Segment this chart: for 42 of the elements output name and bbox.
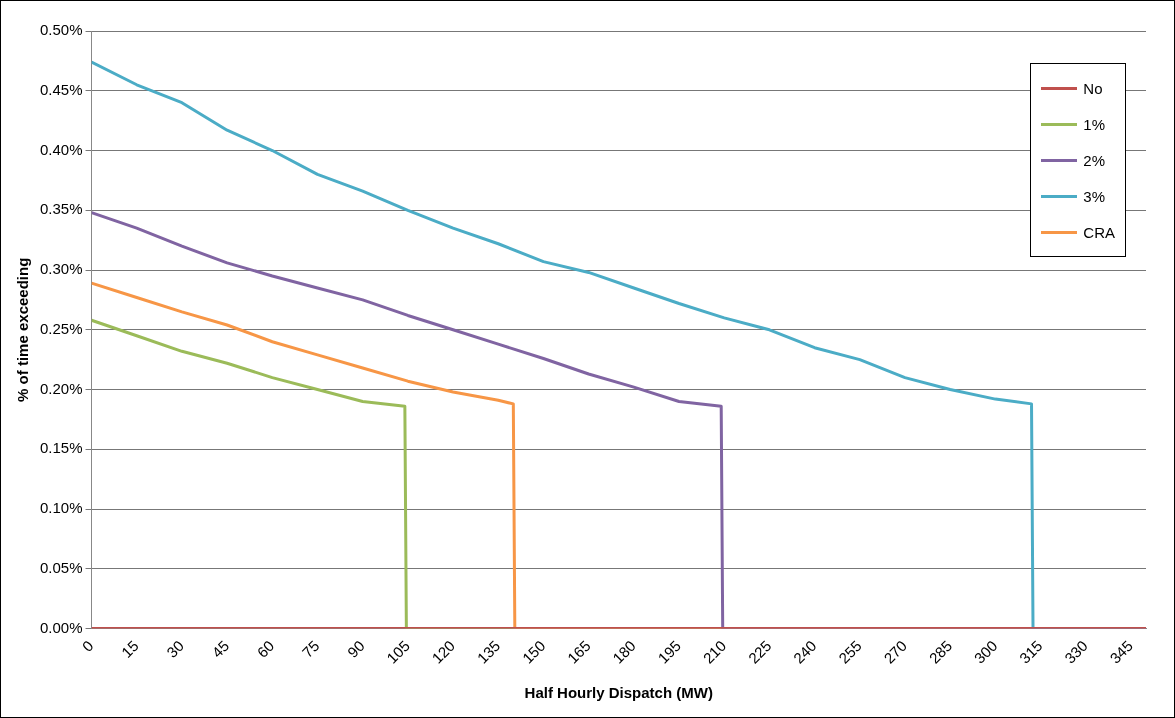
legend-label: No	[1083, 79, 1103, 97]
x-tick-label: 255	[835, 636, 865, 667]
legend-label: 1%	[1083, 115, 1106, 133]
x-tick-label: 285	[925, 636, 956, 667]
x-tick-label: 45	[208, 636, 233, 661]
y-tick-label: 0.45%	[39, 80, 83, 98]
x-tick-label: 150	[518, 636, 549, 667]
x-tick-label: 195	[654, 636, 685, 667]
y-tick-label: 0.00%	[39, 618, 83, 636]
legend-label: 3%	[1083, 187, 1106, 205]
x-tick-label: 105	[383, 636, 413, 667]
x-tick-label: 330	[1061, 636, 1091, 667]
legend-label: 2%	[1083, 151, 1106, 169]
x-tick-label: 210	[699, 636, 730, 667]
x-tick-label: 240	[789, 636, 820, 667]
x-tick-label: 30	[163, 636, 187, 661]
y-tick-label: 0.30%	[39, 260, 83, 278]
x-tick-label: 270	[880, 636, 911, 667]
y-tick-label: 0.10%	[39, 499, 83, 517]
y-tick-label: 0.50%	[39, 21, 83, 39]
y-tick-label: 0.25%	[39, 319, 83, 337]
legend-label: CRA	[1083, 223, 1115, 241]
y-tick-label: 0.35%	[39, 200, 83, 218]
x-tick-label: 180	[609, 636, 639, 667]
y-axis-title: % of time exceeding	[14, 257, 32, 402]
x-tick-label: 225	[744, 636, 775, 667]
x-tick-label: 15	[117, 636, 142, 661]
x-tick-label: 315	[1015, 636, 1046, 667]
x-tick-label: 165	[563, 636, 594, 667]
x-tick-label: 120	[428, 636, 459, 667]
x-tick-label: 75	[298, 636, 323, 661]
y-tick-label: 0.40%	[39, 140, 83, 158]
x-tick-label: 135	[473, 636, 504, 667]
x-tick-label: 90	[343, 636, 368, 661]
x-tick-label: 60	[253, 636, 278, 661]
y-tick-label: 0.20%	[39, 379, 83, 397]
x-tick-label: 300	[970, 636, 1001, 667]
y-tick-label: 0.05%	[39, 558, 83, 576]
x-tick-label: 0	[78, 636, 97, 655]
x-tick-label: 345	[1106, 636, 1136, 667]
x-axis-title: Half Hourly Dispatch (MW)	[524, 684, 713, 702]
y-tick-label: 0.15%	[39, 439, 83, 457]
